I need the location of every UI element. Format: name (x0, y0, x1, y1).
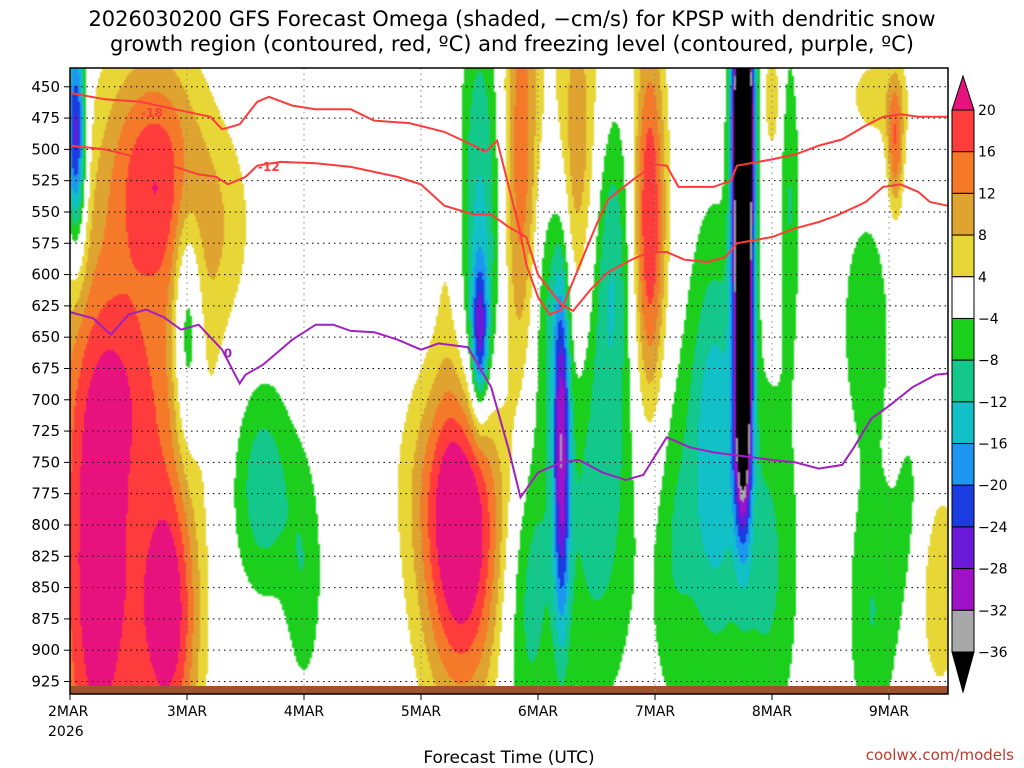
y-tick-label: 575 (31, 234, 60, 252)
y-tick-label: 850 (31, 579, 60, 597)
chart-title-line1: 2026030200 GFS Forecast Omega (shaded, −… (88, 7, 935, 31)
colorbar-bin (951, 484, 975, 528)
y-tick-label: 825 (31, 547, 60, 565)
x-tick-label: 2MAR (48, 704, 89, 720)
y-tick-label: 475 (31, 109, 60, 127)
y-tick-label: 875 (31, 610, 60, 628)
plot-area: -18 -12 0 (69, 67, 949, 695)
colorbar-bin (951, 276, 975, 319)
dgz-contour--12 (70, 144, 948, 313)
omega-shading (70, 68, 948, 694)
colorbar-bin (951, 443, 975, 486)
y-tick-label: 775 (31, 485, 60, 503)
y-tick-label: 450 (31, 78, 60, 96)
freezing-level-contour (70, 308, 948, 500)
y-tick-label: 650 (31, 328, 60, 346)
colorbar-label: −28 (978, 562, 1008, 578)
colorbar-label: 16 (978, 145, 996, 161)
colorbar-bin (951, 317, 975, 361)
y-tick-label: 750 (31, 453, 60, 471)
x-tick-label: 5MAR (401, 704, 442, 720)
y-tick-label: 700 (31, 391, 60, 409)
colorbar-label: 20 (978, 103, 996, 119)
colorbar-label: 12 (978, 186, 996, 202)
colorbar-label: −32 (978, 603, 1008, 619)
y-tick-label: 625 (31, 297, 60, 315)
freezing-level-label: 0 (224, 346, 232, 360)
y-tick-label: 550 (31, 203, 60, 221)
y-tick-label: 725 (31, 422, 60, 440)
y-tick-label: 925 (31, 672, 60, 690)
x-tick-label: 4MAR (284, 704, 325, 720)
x-tick-sublabel: 2026 (48, 724, 84, 740)
x-tick-label: 7MAR (635, 704, 676, 720)
chart-title-line2: growth region (contoured, red, ºC) and f… (110, 32, 914, 56)
y-tick-label: 600 (31, 266, 60, 284)
colorbar-arrow-bottom (951, 651, 975, 694)
colorbar-bin (951, 401, 975, 445)
colorbar-label: 4 (978, 270, 987, 286)
dgz-contour-label: -12 (258, 160, 280, 174)
credit-text: coolwx.com/models (866, 746, 1014, 764)
x-axis-label: Forecast Time (UTC) (423, 748, 594, 768)
colorbar-bin (951, 109, 975, 153)
y-tick-label: 525 (31, 172, 60, 190)
dgz-contour-label: -18 (141, 106, 163, 120)
colorbar-bin (951, 234, 975, 278)
y-tick-label: 500 (31, 140, 60, 158)
colorbar-bin (951, 609, 975, 653)
colorbar-arrow-top (951, 74, 975, 111)
y-tick-label: 900 (31, 641, 60, 659)
plot-frame (69, 67, 949, 695)
colorbar-bin (951, 192, 975, 236)
colorbar-label: −24 (978, 520, 1008, 536)
colorbar-label: −20 (978, 478, 1008, 494)
dgz-contour--18 (70, 92, 948, 316)
colorbar-bin (951, 526, 975, 570)
colorbar-label: 8 (978, 228, 987, 244)
ground-strip (70, 686, 948, 694)
x-tick-label: 8MAR (752, 704, 793, 720)
colorbar-label: −36 (978, 645, 1008, 661)
colorbar-label: −4 (978, 311, 999, 327)
colorbar-label: −12 (978, 395, 1008, 411)
x-tick-label: 3MAR (167, 704, 208, 720)
colorbar-bin (951, 359, 975, 403)
colorbar-label: −16 (978, 437, 1008, 453)
y-tick-label: 800 (31, 516, 60, 534)
colorbar-bin (951, 568, 975, 611)
colorbar-bin (951, 151, 975, 194)
colorbar-label: −8 (978, 353, 999, 369)
x-tick-label: 6MAR (518, 704, 559, 720)
x-tick-label: 9MAR (869, 704, 910, 720)
y-tick-label: 675 (31, 359, 60, 377)
